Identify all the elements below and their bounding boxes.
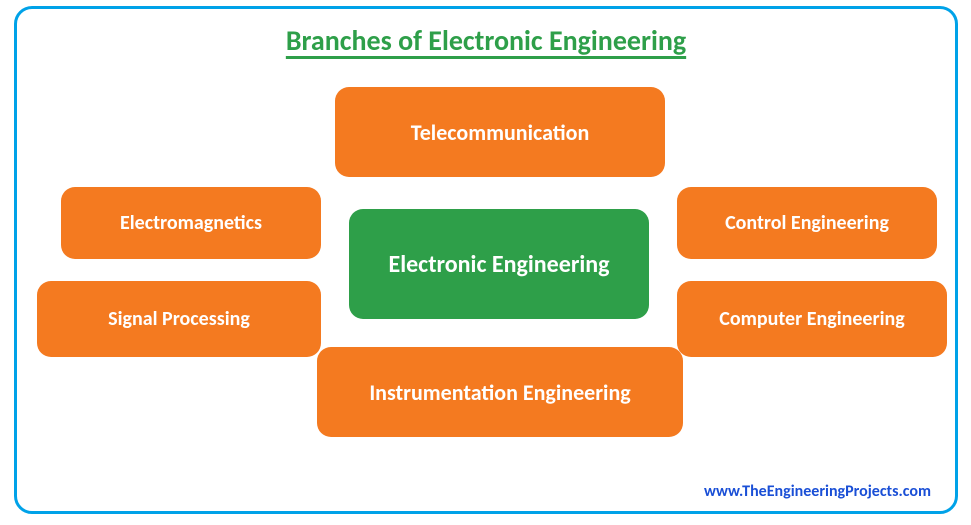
branch-node-label: Signal Processing — [108, 307, 250, 331]
branch-node-label: Telecommunication — [411, 119, 590, 146]
branch-node: Signal Processing — [37, 281, 321, 357]
branch-node: Instrumentation Engineering — [317, 347, 683, 437]
branch-node: Computer Engineering — [677, 281, 947, 357]
branch-node-label: Computer Engineering — [719, 307, 904, 331]
center-node: Electronic Engineering — [349, 209, 649, 319]
branch-node-label: Control Engineering — [725, 211, 889, 235]
branch-node: Telecommunication — [335, 87, 665, 177]
watermark-text: www.TheEngineeringProjects.com — [704, 482, 931, 501]
branch-node-label: Instrumentation Engineering — [369, 379, 630, 406]
diagram-frame: Branches of Electronic Engineering Telec… — [14, 6, 958, 514]
branch-node: Electromagnetics — [61, 187, 321, 259]
center-node-label: Electronic Engineering — [388, 250, 609, 279]
diagram-title: Branches of Electronic Engineering — [286, 23, 686, 58]
branch-node-label: Electromagnetics — [120, 211, 262, 235]
branch-node: Control Engineering — [677, 187, 937, 259]
